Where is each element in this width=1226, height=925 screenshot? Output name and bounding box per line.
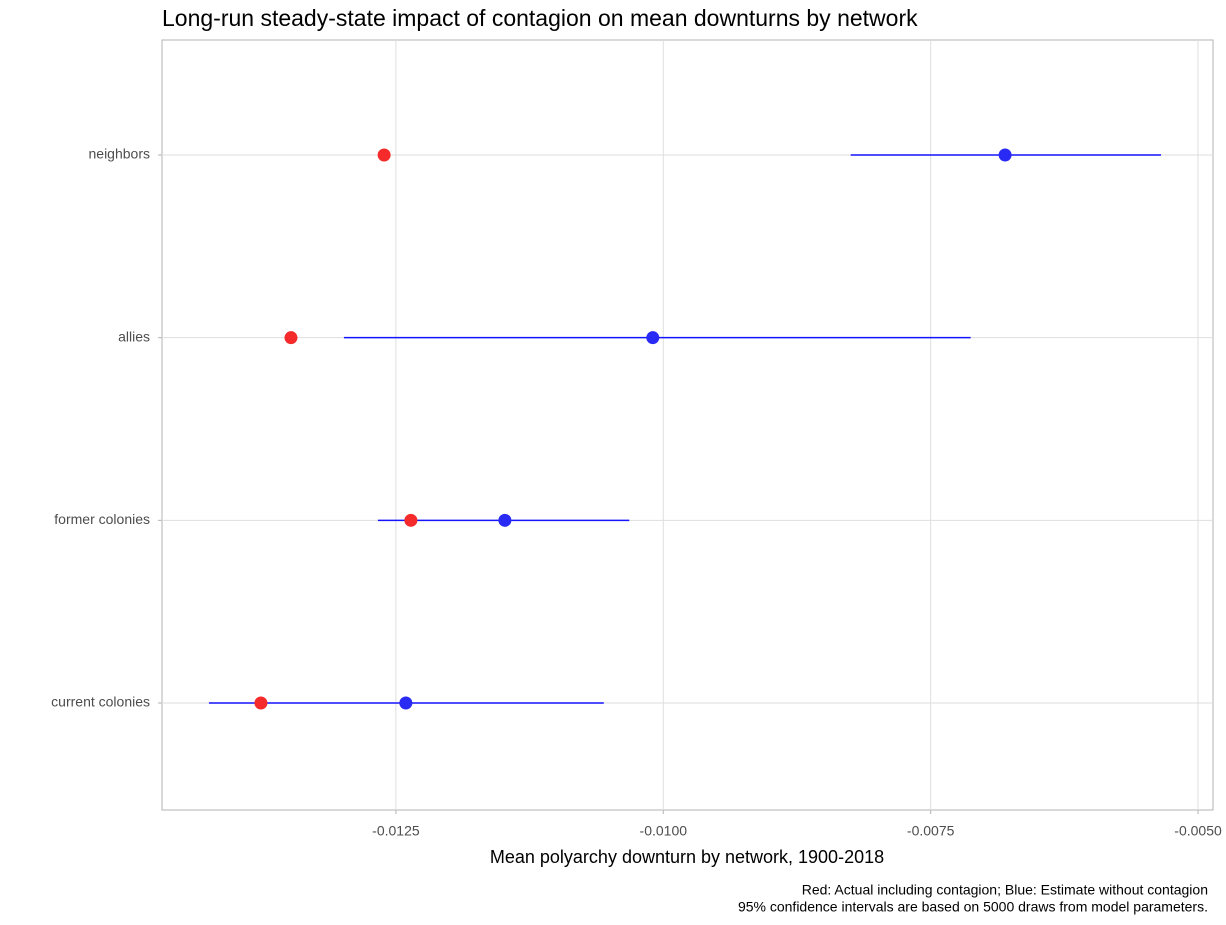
y-tick-label: current colonies xyxy=(51,694,150,710)
point xyxy=(998,148,1012,162)
y-tick-label: neighbors xyxy=(89,146,151,162)
caption: 95% confidence intervals are based on 50… xyxy=(738,899,1208,915)
panel-border xyxy=(161,39,1214,811)
caption: Red: Actual including contagion; Blue: E… xyxy=(802,882,1208,898)
point xyxy=(498,513,512,527)
x-tick-label: -0.0050 xyxy=(1174,823,1222,839)
point xyxy=(399,696,413,710)
x-tick-label: -0.0125 xyxy=(372,823,420,839)
y-tick-label: allies xyxy=(118,328,150,344)
point xyxy=(404,513,418,527)
x-tick-label: -0.0100 xyxy=(640,823,688,839)
chart-title: Long-run steady-state impact of contagio… xyxy=(162,5,918,31)
point xyxy=(377,148,391,162)
point xyxy=(284,331,298,345)
x-axis-label: Mean polyarchy downturn by network, 1900… xyxy=(490,847,884,867)
point xyxy=(254,696,268,710)
point xyxy=(646,331,660,345)
x-tick-label: -0.0075 xyxy=(907,823,955,839)
y-tick-label: former colonies xyxy=(54,511,150,527)
